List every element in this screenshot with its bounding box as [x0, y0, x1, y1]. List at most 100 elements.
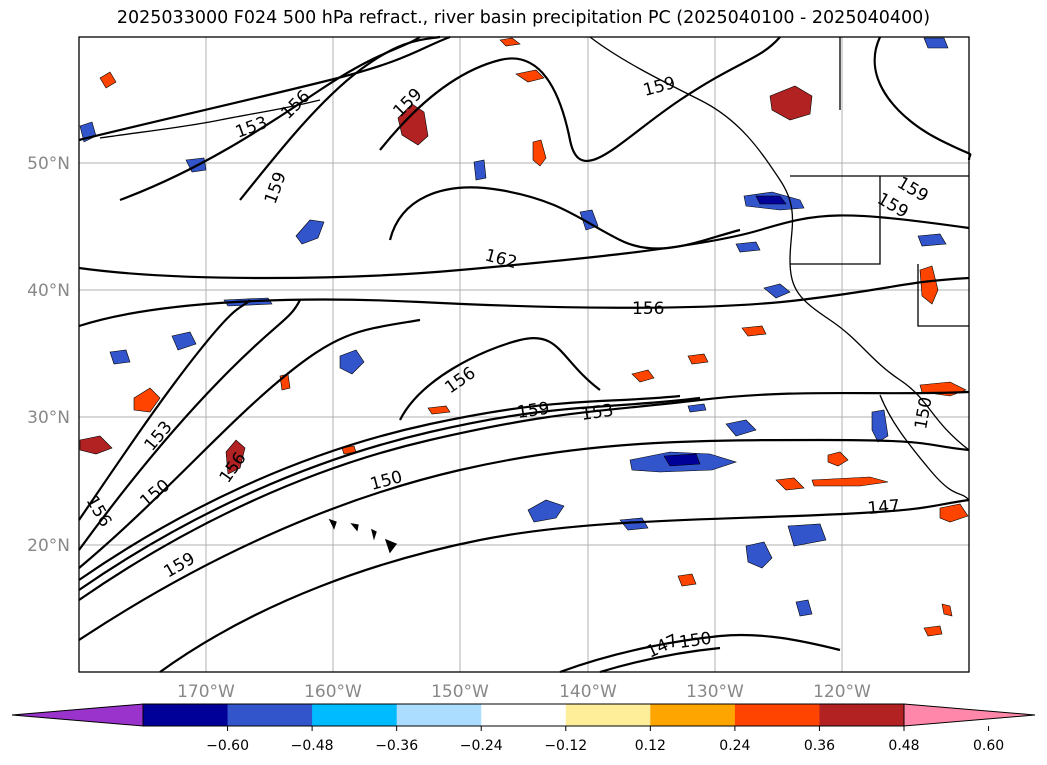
map-background — [79, 37, 969, 672]
colorbar-cell — [396, 704, 482, 726]
precip-blob — [741, 325, 767, 337]
precip-blob — [745, 541, 773, 569]
colorbar-cell — [312, 704, 398, 726]
precip-blob — [527, 499, 565, 523]
colorbar-cells — [143, 704, 905, 726]
contour-line — [78, 396, 701, 591]
precip-blob — [109, 349, 131, 365]
colorbar-extend-high — [903, 703, 1036, 727]
contour-line — [78, 214, 970, 280]
contour-line — [599, 646, 721, 674]
state-border — [917, 264, 969, 327]
contour-line — [873, 36, 972, 161]
contour-line — [78, 438, 970, 641]
precip-blob — [171, 331, 197, 351]
precip-blob — [99, 71, 117, 89]
precip-blob — [923, 37, 949, 49]
colorbar-cell — [227, 704, 313, 726]
precip-blob — [811, 476, 889, 487]
colorbar-tick-label: 0.36 — [804, 738, 835, 754]
colorbar-outline — [142, 703, 905, 727]
precip-blob — [787, 523, 827, 547]
colorbar-tick-label: 0.60 — [973, 738, 1004, 754]
precip-blob — [755, 195, 787, 205]
contour-label-159-jet: 159 — [516, 399, 551, 423]
precip-blob — [677, 573, 697, 587]
precip-blob — [923, 625, 943, 637]
contour-line — [379, 36, 781, 163]
precip-blob — [941, 603, 953, 617]
precip-blob — [735, 241, 761, 253]
map-title: 2025033000 F024 500 hPa refract., river … — [116, 8, 931, 28]
colorbar-tick-label: −0.48 — [291, 738, 334, 754]
precip-blob — [397, 103, 429, 146]
precip-blob — [532, 139, 547, 167]
contour-label-156-center: 156 — [632, 299, 664, 319]
contour-line — [78, 394, 681, 581]
precip-blob — [499, 37, 521, 47]
colorbar-tick-label: 0.48 — [888, 738, 919, 754]
precip-blob — [515, 69, 545, 83]
precip-blob — [133, 387, 161, 413]
north-america-coast — [589, 36, 970, 451]
lat-label-20n: 20°N — [27, 536, 70, 556]
colorbar-extend-low — [11, 703, 144, 727]
precip-blob — [473, 159, 487, 181]
lon-label-160w: 160°W — [304, 682, 362, 702]
hawaii-islands — [328, 518, 398, 554]
colorbar-tick-label: −0.12 — [544, 738, 587, 754]
precip-blob — [339, 349, 365, 375]
precip-blob — [79, 435, 113, 455]
contour-label-147: 147 — [867, 496, 901, 519]
precip-blob — [795, 599, 813, 617]
precip-blob — [919, 265, 939, 305]
lon-label-140w: 140°W — [559, 682, 617, 702]
contour-line — [78, 318, 421, 569]
precip-blob — [917, 233, 947, 247]
colorbar-tick-label: 0.12 — [635, 738, 666, 754]
coastlines — [99, 36, 970, 554]
state-border — [790, 176, 881, 265]
aleutian-islands — [99, 99, 321, 139]
contour-line — [78, 299, 301, 551]
precip-blob — [827, 451, 849, 467]
lon-label-130w: 130°W — [686, 682, 744, 702]
lon-label-120w: 120°W — [813, 682, 871, 702]
colorbar-cell — [143, 704, 229, 726]
lat-label-30n: 30°N — [27, 408, 70, 428]
colorbar-tick-label: −0.36 — [375, 738, 418, 754]
colorbar-cell — [819, 704, 905, 726]
colorbar: −0.60 −0.48 −0.36 −0.24 −0.12 0.12 0.24 0.36 0.4… — [11, 703, 1036, 754]
precip-blob — [663, 453, 701, 467]
colorbar-cell — [734, 704, 820, 726]
contour-line — [159, 498, 970, 673]
contour-line — [388, 186, 741, 250]
baja-coast — [879, 394, 970, 501]
precip-blob — [225, 439, 246, 475]
precip-blob — [725, 419, 757, 437]
lon-label-150w: 150°W — [431, 682, 489, 702]
longitude-labels: 170°W 160°W 150°W 140°W 130°W 120°W — [177, 682, 871, 702]
colorbar-tick-label: −0.24 — [460, 738, 503, 754]
latitude-labels: 50°N 40°N 30°N 20°N — [27, 154, 70, 556]
gridlines — [79, 37, 969, 672]
colorbar-tick-label: 0.24 — [719, 738, 750, 754]
contour-line — [78, 299, 251, 521]
contour-line — [239, 35, 441, 201]
precip-blob — [631, 369, 655, 383]
colorbar-tick-label: −0.60 — [206, 738, 249, 754]
colorbar-cell — [481, 704, 567, 726]
precip-blob — [939, 503, 969, 523]
contour-line — [78, 276, 970, 328]
contour-line — [78, 35, 451, 142]
contour-lines — [78, 35, 972, 674]
precip-blob — [427, 405, 451, 415]
precip-blob — [871, 409, 889, 443]
precip-blob — [775, 477, 805, 491]
lon-label-170w: 170°W — [177, 682, 235, 702]
precip-blob — [769, 85, 813, 121]
colorbar-cell — [565, 704, 651, 726]
lat-label-40n: 40°N — [27, 281, 70, 301]
contour-line — [78, 390, 970, 601]
